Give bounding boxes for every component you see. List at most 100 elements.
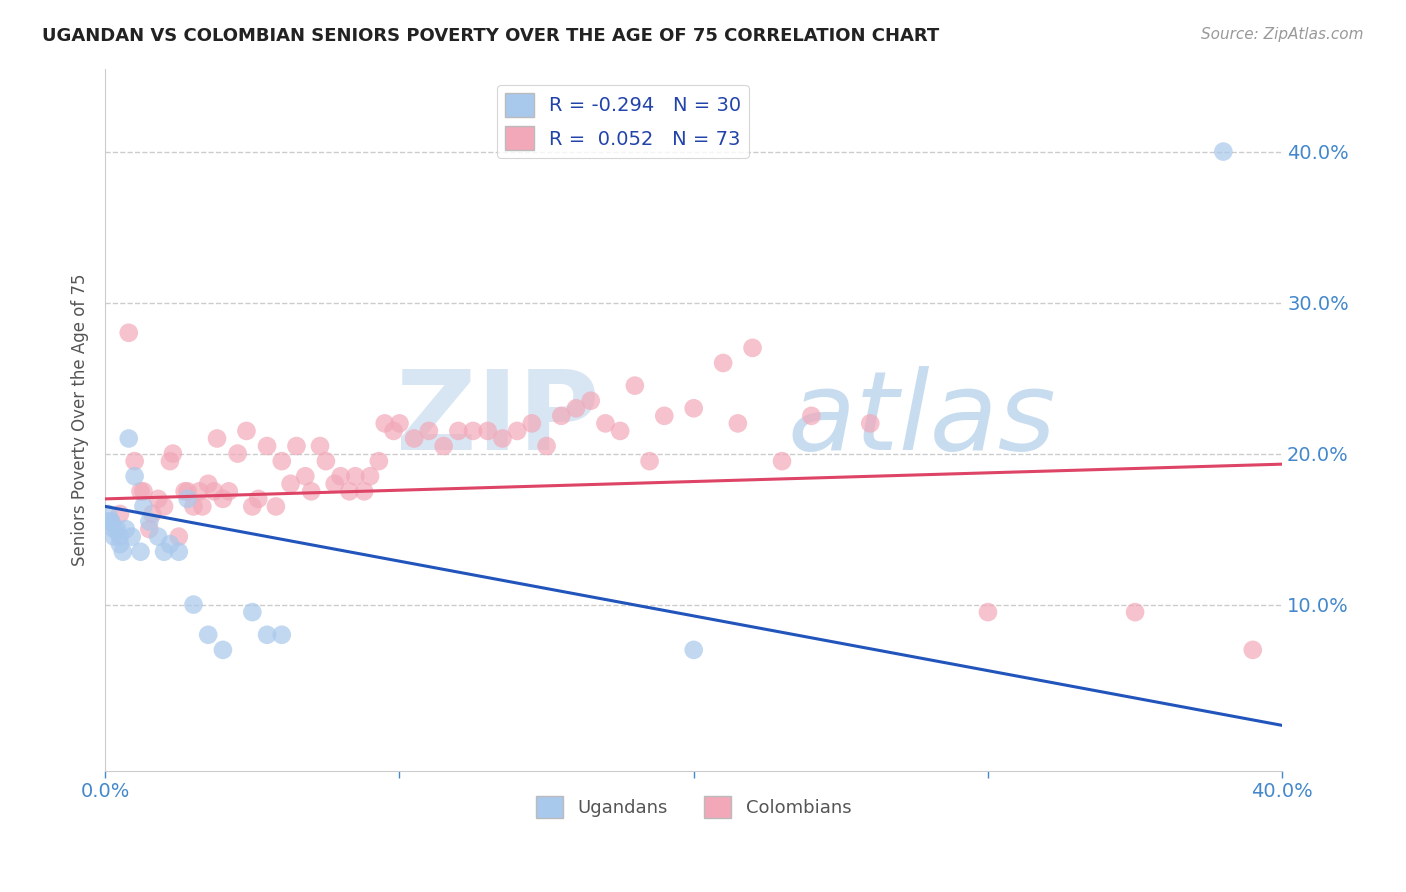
Point xyxy=(329,469,352,483)
Point xyxy=(240,605,263,619)
Text: ZIP: ZIP xyxy=(396,366,599,473)
Text: atlas: atlas xyxy=(787,366,1056,473)
Point xyxy=(727,417,749,431)
Point xyxy=(461,424,484,438)
Point xyxy=(103,522,125,536)
Point xyxy=(447,424,470,438)
Point xyxy=(114,522,136,536)
Point xyxy=(264,500,287,514)
Point xyxy=(159,454,181,468)
Point xyxy=(638,454,661,468)
Point xyxy=(256,439,278,453)
Point xyxy=(477,424,499,438)
Point xyxy=(270,454,292,468)
Point xyxy=(309,439,332,453)
Point xyxy=(205,432,228,446)
Point xyxy=(550,409,572,423)
Point xyxy=(167,545,190,559)
Point xyxy=(153,500,176,514)
Point xyxy=(118,432,141,446)
Point xyxy=(315,454,337,468)
Point xyxy=(565,401,588,416)
Point xyxy=(299,484,322,499)
Point xyxy=(294,469,316,483)
Point xyxy=(132,484,155,499)
Point xyxy=(520,417,543,431)
Point xyxy=(1241,643,1264,657)
Point xyxy=(418,424,440,438)
Point xyxy=(800,409,823,423)
Point xyxy=(682,643,704,657)
Point xyxy=(359,469,381,483)
Point xyxy=(235,424,257,438)
Point xyxy=(183,500,205,514)
Point xyxy=(741,341,763,355)
Point xyxy=(129,484,152,499)
Point xyxy=(212,643,235,657)
Point xyxy=(240,500,263,514)
Point xyxy=(111,545,134,559)
Point xyxy=(218,484,240,499)
Point xyxy=(103,530,125,544)
Point xyxy=(121,530,143,544)
Point xyxy=(191,500,214,514)
Point xyxy=(162,447,184,461)
Point xyxy=(153,545,176,559)
Point xyxy=(339,484,361,499)
Point xyxy=(353,484,375,499)
Point xyxy=(367,454,389,468)
Point xyxy=(138,515,160,529)
Point xyxy=(247,491,270,506)
Point xyxy=(132,500,155,514)
Point xyxy=(108,507,131,521)
Point xyxy=(374,417,396,431)
Point xyxy=(188,484,211,499)
Point xyxy=(202,484,225,499)
Point xyxy=(506,424,529,438)
Point xyxy=(624,378,647,392)
Point xyxy=(711,356,734,370)
Point xyxy=(256,628,278,642)
Point xyxy=(148,491,170,506)
Point xyxy=(404,432,426,446)
Point xyxy=(97,515,120,529)
Legend: Ugandans, Colombians: Ugandans, Colombians xyxy=(529,789,859,825)
Point xyxy=(183,598,205,612)
Text: UGANDAN VS COLOMBIAN SENIORS POVERTY OVER THE AGE OF 75 CORRELATION CHART: UGANDAN VS COLOMBIAN SENIORS POVERTY OVE… xyxy=(42,27,939,45)
Point xyxy=(323,476,346,491)
Point xyxy=(536,439,558,453)
Point xyxy=(285,439,308,453)
Point xyxy=(280,476,302,491)
Point xyxy=(108,537,131,551)
Point xyxy=(124,469,146,483)
Point xyxy=(388,417,411,431)
Point xyxy=(100,515,122,529)
Point xyxy=(491,432,513,446)
Point xyxy=(212,491,235,506)
Point xyxy=(609,424,631,438)
Y-axis label: Seniors Poverty Over the Age of 75: Seniors Poverty Over the Age of 75 xyxy=(72,273,89,566)
Point xyxy=(108,530,131,544)
Point xyxy=(176,491,198,506)
Point xyxy=(105,522,128,536)
Point xyxy=(159,537,181,551)
Point xyxy=(197,628,219,642)
Point xyxy=(173,484,195,499)
Point xyxy=(382,424,405,438)
Text: Source: ZipAtlas.com: Source: ZipAtlas.com xyxy=(1201,27,1364,42)
Point xyxy=(100,515,122,529)
Point xyxy=(433,439,456,453)
Point xyxy=(97,507,120,521)
Point xyxy=(197,476,219,491)
Point xyxy=(977,605,1000,619)
Point xyxy=(129,545,152,559)
Point xyxy=(770,454,793,468)
Point xyxy=(176,484,198,499)
Point xyxy=(124,454,146,468)
Point xyxy=(148,530,170,544)
Point xyxy=(344,469,367,483)
Point xyxy=(118,326,141,340)
Point xyxy=(270,628,292,642)
Point xyxy=(652,409,675,423)
Point xyxy=(682,401,704,416)
